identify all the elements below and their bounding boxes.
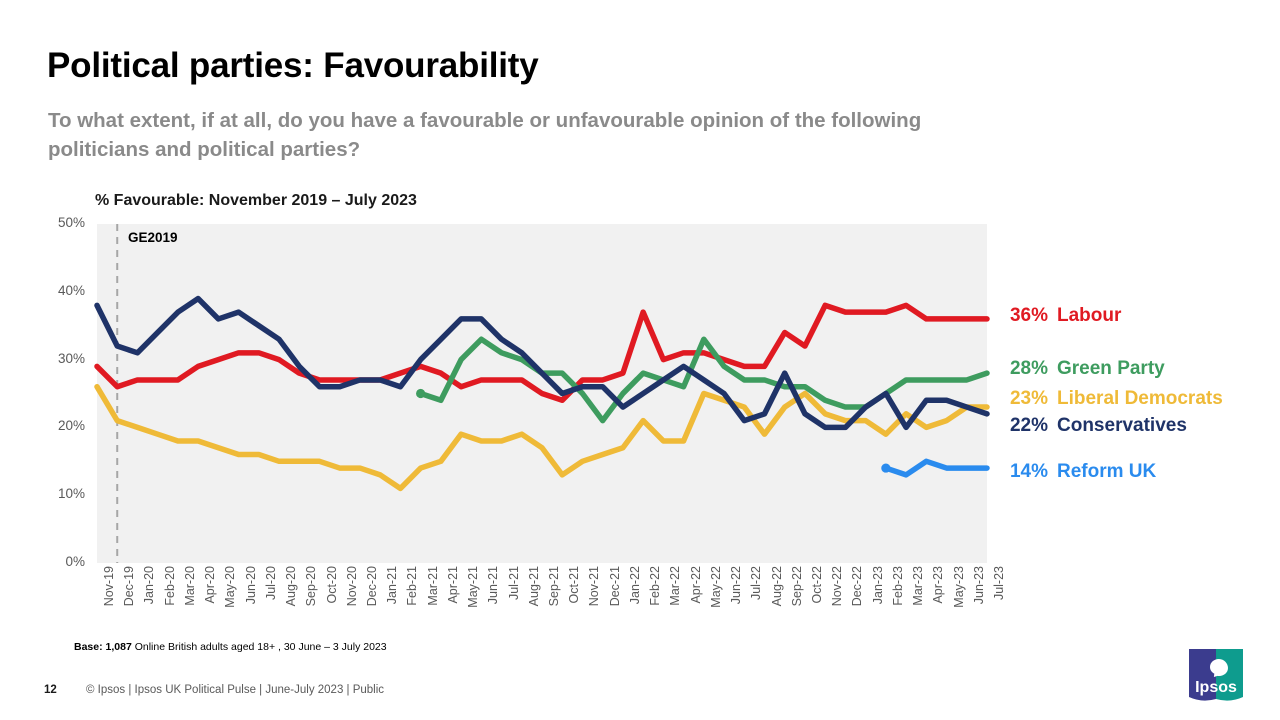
base-note-bold: Base: 1,087 <box>74 641 132 653</box>
x-axis-tick-label: Dec-20 <box>364 566 379 607</box>
ge2019-annotation-label: GE2019 <box>128 230 178 245</box>
x-axis-tick-label: Jul-20 <box>263 566 278 601</box>
x-axis-tick-label: Apr-22 <box>688 566 703 604</box>
y-axis-tick-label: 10% <box>57 486 85 502</box>
footer-credit: © Ipsos | Ipsos UK Political Pulse | Jun… <box>86 684 385 696</box>
legend-value: 36% <box>1009 305 1048 326</box>
x-axis-tick-label: Oct-21 <box>567 566 582 604</box>
legend-item-reform-uk: 14% Reform UK <box>1000 461 1156 483</box>
x-axis-tick-label: Feb-21 <box>405 566 420 606</box>
plot-background <box>97 224 987 563</box>
page-number: 12 <box>44 684 57 696</box>
x-axis-tick-label: Dec-22 <box>850 566 865 607</box>
x-axis-tick-label: Jun-22 <box>729 566 744 605</box>
legend-item-liberal-democrats: 23% Liberal Democrats <box>1000 388 1223 410</box>
x-axis-tick-label: Aug-20 <box>284 566 299 607</box>
y-axis-tick-label: 40% <box>57 282 85 298</box>
x-axis-tick-label: Feb-23 <box>890 566 905 606</box>
legend-value: 22% <box>1009 415 1048 436</box>
x-axis-tick-label: Sep-22 <box>789 566 804 607</box>
x-axis-tick-label: Feb-22 <box>648 566 663 606</box>
series-line-green-party <box>417 336 990 424</box>
ipsos-logo: Ipsos <box>1189 649 1243 701</box>
x-axis-tick-label: Jan-21 <box>385 566 400 605</box>
slide-subtitle: To what extent, if at all, do you have a… <box>48 109 922 161</box>
x-axis-tick-label: Mar-20 <box>182 566 197 606</box>
x-axis-ticks: Nov-19 Dec-19 Jan-20 Feb-20 Mar-20 Apr-20 May-… <box>97 566 1006 626</box>
x-axis-tick-label: Nov-19 <box>102 566 116 607</box>
legend-value: 28% <box>1009 358 1048 379</box>
legend-item-labour: 36% Labour <box>1000 305 1121 327</box>
x-axis-tick-label: Nov-20 <box>344 566 359 607</box>
x-axis-tick-label: May-23 <box>951 566 966 608</box>
legend-value: 14% <box>1009 461 1048 482</box>
x-axis-tick-label: May-21 <box>466 566 481 608</box>
series-line-reform-uk <box>883 458 990 478</box>
x-axis-tick-label: Sep-21 <box>547 566 561 607</box>
legend-value: 23% <box>1009 388 1048 409</box>
x-axis-tick-label: Jul-22 <box>749 566 764 601</box>
series-start-marker-reform-uk <box>881 463 891 473</box>
x-axis-tick-label: Sep-20 <box>304 566 319 607</box>
legend-label: Labour <box>1057 305 1122 326</box>
x-axis-tick-label: Feb-20 <box>162 566 177 606</box>
x-axis-tick-label: Apr-23 <box>931 566 946 604</box>
x-axis-tick-label: Oct-22 <box>809 566 824 604</box>
x-axis-tick-label: Jun-20 <box>243 566 258 605</box>
x-axis-tick-label: Jan-23 <box>870 566 885 605</box>
x-axis-tick-label: Dec-19 <box>122 566 137 607</box>
legend-label: Conservatives <box>1057 415 1187 436</box>
legend-item-green-party: 28% Green Party <box>1000 358 1165 380</box>
x-axis-tick-label: Aug-21 <box>526 566 541 607</box>
series-line-liberal-democrats <box>94 383 990 492</box>
series-start-marker-green-party <box>416 388 426 399</box>
legend-label: Green Party <box>1057 358 1165 379</box>
base-note-rest: Online British adults aged 18+ , 30 June… <box>131 641 387 653</box>
x-axis-tick-label: May-20 <box>223 566 238 608</box>
x-axis-tick-label: May-22 <box>708 566 723 608</box>
x-axis-tick-label: Jun-23 <box>971 566 986 605</box>
page-title: Political parties: Favourability <box>47 46 539 85</box>
y-axis-tick-label: 30% <box>57 350 85 366</box>
y-axis-tick-label: 50% <box>57 215 85 230</box>
y-axis-tick-label: 20% <box>57 418 85 434</box>
x-axis-tick-label: Jul-23 <box>992 566 1006 601</box>
legend-label: Reform UK <box>1057 461 1157 482</box>
y-axis-tick-label: 0% <box>65 554 85 569</box>
series-line-conservatives <box>94 295 990 431</box>
base-note: Base: 1,087 Online British adults aged 1… <box>74 641 387 653</box>
x-axis-tick-label: Mar-21 <box>425 566 440 606</box>
x-axis-tick-label: Mar-22 <box>668 566 683 606</box>
x-axis-tick-label: Aug-22 <box>769 566 784 607</box>
x-axis-tick-label: Jan-22 <box>627 566 642 605</box>
x-axis-tick-label: Apr-21 <box>445 566 460 604</box>
legend-label: Liberal Democrats <box>1057 388 1223 409</box>
x-axis-tick-label: Dec-21 <box>607 566 622 607</box>
logo-wordmark: Ipsos <box>1195 679 1237 696</box>
x-axis-tick-label: Nov-22 <box>830 566 845 607</box>
x-axis-tick-label: Jun-21 <box>486 566 501 605</box>
x-axis-tick-label: Mar-23 <box>911 566 926 606</box>
legend-item-conservatives: 22% Conservatives <box>1000 415 1187 437</box>
series-line-labour <box>94 302 990 404</box>
x-axis-tick-label: Jan-20 <box>142 566 157 605</box>
chart-heading: % Favourable: November 2019 – July 2023 <box>95 192 417 209</box>
x-axis-tick-label: Apr-20 <box>203 566 218 604</box>
x-axis-tick-label: Nov-21 <box>587 566 602 607</box>
x-axis-tick-label: Jul-21 <box>506 566 521 601</box>
x-axis-tick-label: Oct-20 <box>324 566 339 604</box>
